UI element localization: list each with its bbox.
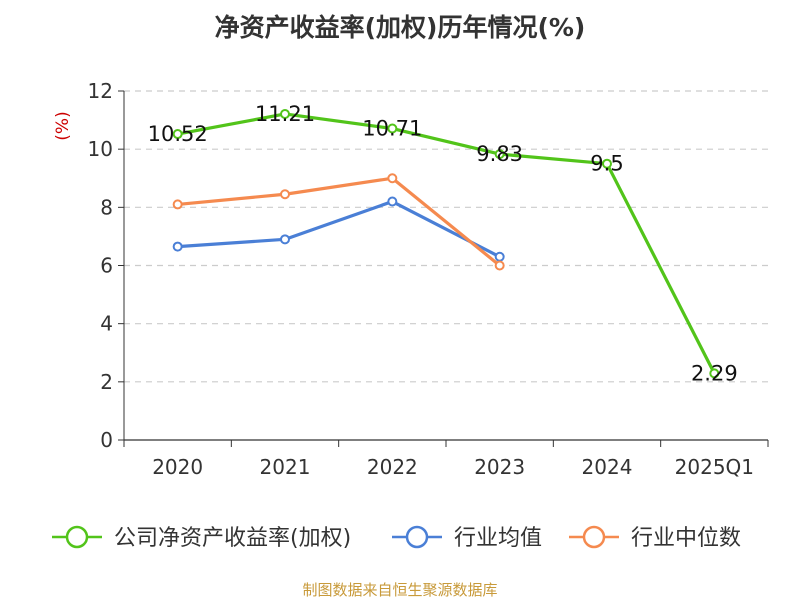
legend-item[interactable]: 公司净资产收益率(加权) xyxy=(52,525,351,551)
data-label: 11.21 xyxy=(255,102,315,126)
x-tick-label: 2022 xyxy=(367,455,418,479)
x-tick-label: 2025Q1 xyxy=(675,455,754,479)
y-tick-label: 6 xyxy=(100,254,113,278)
series-line xyxy=(176,112,716,375)
data-point[interactable] xyxy=(494,149,505,160)
data-point[interactable] xyxy=(387,196,398,207)
y-tick-label: 4 xyxy=(100,312,113,336)
labels-layer: 10.52 11.21 10.71 9.83 9.5 2.29 xyxy=(148,102,738,385)
data-label: 2.29 xyxy=(691,361,738,385)
data-point[interactable] xyxy=(602,158,612,169)
x-tick-label: 2024 xyxy=(582,455,633,479)
legend-marker-icon xyxy=(405,525,429,549)
data-point[interactable] xyxy=(494,260,505,271)
y-tick-label: 8 xyxy=(100,195,113,219)
data-label: 10.52 xyxy=(148,122,208,146)
y-tick-label: 10 xyxy=(88,137,113,161)
source-note: 制图数据来自恒生聚源数据库 xyxy=(302,581,498,599)
x-tick-label: 2023 xyxy=(474,455,525,479)
data-point[interactable] xyxy=(172,199,183,210)
series-line xyxy=(176,176,502,268)
legend-label: 行业中位数 xyxy=(631,526,741,551)
data-point[interactable] xyxy=(387,173,398,184)
series-line xyxy=(176,199,502,259)
data-label: 9.5 xyxy=(590,152,623,176)
legend-item[interactable]: 行业中位数 xyxy=(569,525,741,551)
data-point[interactable] xyxy=(172,241,183,252)
data-label: 9.83 xyxy=(476,142,523,166)
legend-marker-icon xyxy=(65,525,89,549)
y-tick-label: 12 xyxy=(88,79,113,103)
legend-label: 公司净资产收益率(加权) xyxy=(114,526,351,551)
data-point[interactable] xyxy=(280,234,290,245)
y-tick-label: 2 xyxy=(100,370,113,394)
data-point[interactable] xyxy=(494,251,505,262)
x-tick-label: 2021 xyxy=(260,455,311,479)
chart-title: 净资产收益率(加权)历年情况(%) xyxy=(214,13,586,42)
data-point[interactable] xyxy=(280,108,290,119)
data-point[interactable] xyxy=(172,129,183,140)
grid-layer xyxy=(124,90,768,383)
data-label: 10.71 xyxy=(362,117,422,141)
legend-marker-icon xyxy=(582,525,606,549)
legend-label: 行业均值 xyxy=(454,526,542,551)
legend-layer[interactable]: 公司净资产收益率(加权) 行业均值 行业中位数 xyxy=(52,525,741,551)
data-point[interactable] xyxy=(387,123,398,134)
data-point[interactable] xyxy=(709,368,720,379)
axes-layer: 0 2 4 6 8 10 12 (%) 2020 2021 2022 2023 2024 2025Q1 xyxy=(53,79,769,479)
series-layer xyxy=(172,108,720,379)
y-axis-unit-label: (%) xyxy=(53,111,73,140)
legend-item[interactable]: 行业均值 xyxy=(392,525,542,551)
data-point[interactable] xyxy=(280,189,290,200)
x-tick-label: 2020 xyxy=(152,455,203,479)
y-tick-label: 0 xyxy=(100,428,113,452)
